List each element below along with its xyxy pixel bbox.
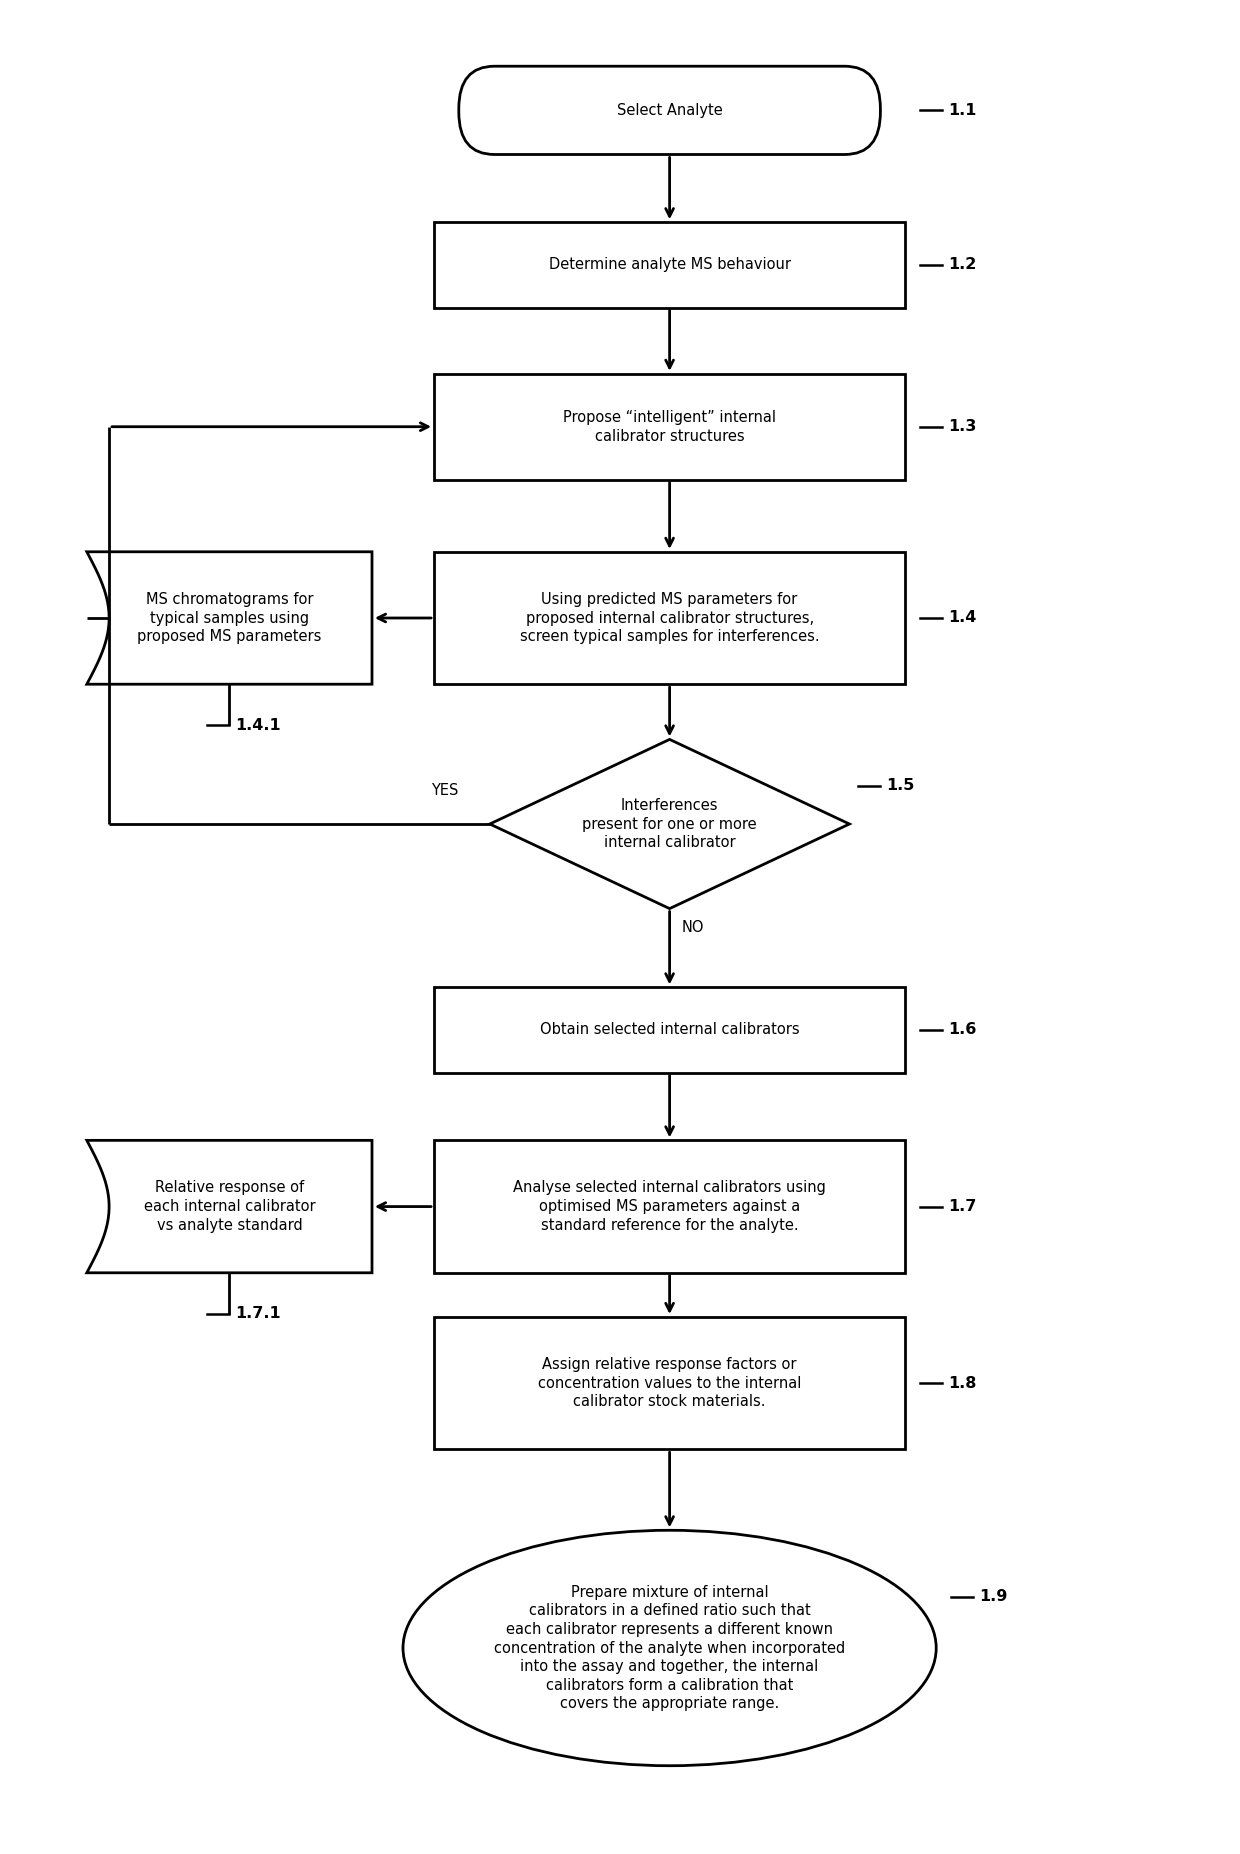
- Text: Analyse selected internal calibrators using
optimised MS parameters against a
st: Analyse selected internal calibrators us…: [513, 1181, 826, 1233]
- Polygon shape: [87, 1140, 372, 1274]
- Bar: [434, 988, 905, 1073]
- Text: 1.8: 1.8: [949, 1376, 977, 1390]
- Text: Select Analyte: Select Analyte: [616, 102, 723, 119]
- Text: 1.9: 1.9: [980, 1589, 1008, 1604]
- Text: 1.7: 1.7: [949, 1200, 977, 1214]
- Bar: [434, 375, 905, 480]
- Text: 1.5: 1.5: [887, 779, 915, 794]
- Text: Prepare mixture of internal
calibrators in a defined ratio such that
each calibr: Prepare mixture of internal calibrators …: [494, 1585, 846, 1711]
- Bar: [434, 1316, 905, 1450]
- Text: Interferences
present for one or more
internal calibrator: Interferences present for one or more in…: [583, 797, 756, 851]
- Text: Assign relative response factors or
concentration values to the internal
calibra: Assign relative response factors or conc…: [538, 1357, 801, 1409]
- Text: Determine analyte MS behaviour: Determine analyte MS behaviour: [548, 258, 791, 273]
- Text: NO: NO: [682, 920, 704, 936]
- Ellipse shape: [403, 1530, 936, 1765]
- Text: 1.2: 1.2: [949, 258, 977, 273]
- Polygon shape: [490, 740, 849, 908]
- Text: YES: YES: [432, 782, 459, 797]
- Text: 1.6: 1.6: [949, 1023, 977, 1038]
- Text: Propose “intelligent” internal
calibrator structures: Propose “intelligent” internal calibrato…: [563, 410, 776, 443]
- Text: Using predicted MS parameters for
proposed internal calibrator structures,
scree: Using predicted MS parameters for propos…: [520, 591, 820, 643]
- Text: 1.4: 1.4: [949, 610, 977, 625]
- Text: Relative response of
each internal calibrator
vs analyte standard: Relative response of each internal calib…: [144, 1181, 315, 1233]
- FancyBboxPatch shape: [459, 67, 880, 154]
- Text: 1.1: 1.1: [949, 102, 977, 119]
- Text: 1.3: 1.3: [949, 419, 977, 434]
- Polygon shape: [87, 552, 372, 684]
- Bar: [434, 222, 905, 308]
- Text: 1.4.1: 1.4.1: [236, 717, 281, 732]
- Bar: [434, 1140, 905, 1274]
- Text: 1.7.1: 1.7.1: [236, 1307, 281, 1322]
- Text: Obtain selected internal calibrators: Obtain selected internal calibrators: [539, 1023, 800, 1038]
- Text: MS chromatograms for
typical samples using
proposed MS parameters: MS chromatograms for typical samples usi…: [138, 591, 321, 643]
- Bar: [434, 552, 905, 684]
